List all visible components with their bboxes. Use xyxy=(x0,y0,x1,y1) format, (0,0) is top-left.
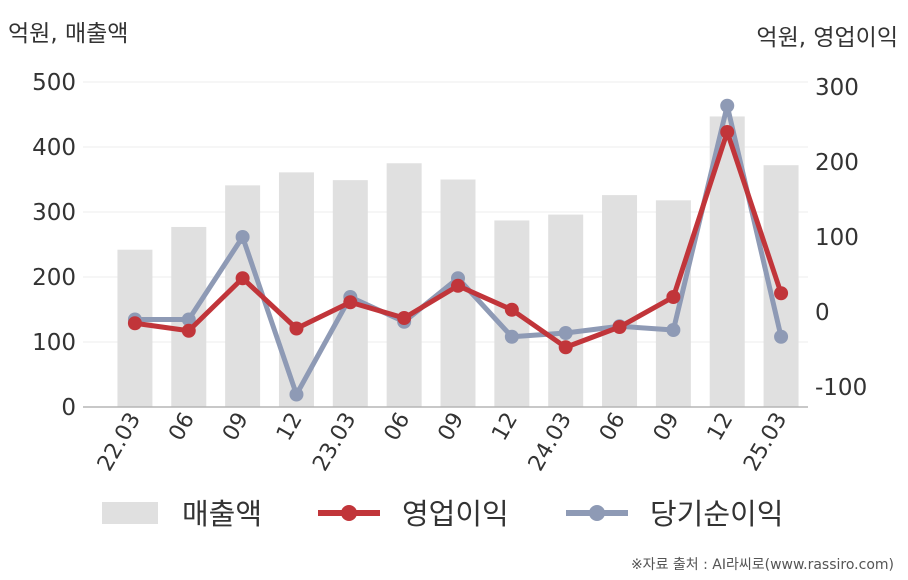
right-axis-unit-label: 억원, 영업이익 xyxy=(756,25,898,51)
bar-revenue xyxy=(602,195,638,407)
y-left-tick-label: 100 xyxy=(32,330,76,356)
x-tick-label: 12 xyxy=(703,409,739,446)
x-tick-label: 22.03 xyxy=(93,409,146,476)
point-net-income xyxy=(720,98,735,113)
point-operating-profit xyxy=(720,125,735,139)
y-right-tick-label: 0 xyxy=(815,300,830,326)
point-operating-profit xyxy=(612,320,627,334)
point-operating-profit xyxy=(397,311,412,325)
point-operating-profit xyxy=(774,286,789,301)
legend-label-operating-profit: 영업이익 xyxy=(402,497,509,531)
point-net-income xyxy=(235,230,250,244)
x-tick-label: 09 xyxy=(434,409,470,446)
legend-label-revenue: 매출액 xyxy=(182,497,262,531)
y-left-tick-label: 0 xyxy=(61,395,76,421)
y-right-tick-label: 200 xyxy=(815,150,859,176)
x-tick-label: 12 xyxy=(487,409,523,446)
legend-swatch-revenue xyxy=(102,502,158,524)
point-operating-profit xyxy=(558,340,573,355)
y-left-tick-label: 500 xyxy=(32,70,76,96)
x-tick-label: 06 xyxy=(164,409,200,446)
bar-revenue xyxy=(548,214,584,407)
point-net-income xyxy=(181,312,196,327)
legend-label-net-income: 당기순이익 xyxy=(650,497,783,531)
point-net-income xyxy=(504,329,519,344)
left-axis-unit-label: 억원, 매출액 xyxy=(8,21,129,47)
point-net-income xyxy=(558,326,573,340)
point-operating-profit xyxy=(343,295,358,310)
point-operating-profit xyxy=(504,302,519,317)
point-net-income xyxy=(289,387,304,402)
x-tick-label: 06 xyxy=(380,409,416,446)
x-tick-label: 25.03 xyxy=(739,409,792,476)
point-operating-profit xyxy=(235,271,250,286)
point-operating-profit xyxy=(181,323,196,338)
x-tick-label: 23.03 xyxy=(308,409,361,476)
point-operating-profit xyxy=(127,316,142,331)
y-right-tick-label: 100 xyxy=(815,225,859,251)
y-right-tick-label: -100 xyxy=(815,375,867,401)
point-operating-profit xyxy=(289,321,304,336)
legend-marker-net-income xyxy=(589,505,605,521)
point-net-income xyxy=(774,329,789,344)
legend-marker-operating-profit xyxy=(341,505,357,521)
y-left-tick-label: 300 xyxy=(32,200,76,226)
x-tick-label: 09 xyxy=(649,409,685,446)
x-tick-label: 09 xyxy=(218,409,254,446)
x-tick-label: 24.03 xyxy=(524,409,577,476)
x-tick-label: 12 xyxy=(272,409,308,446)
point-operating-profit xyxy=(451,278,465,293)
x-tick-label: 06 xyxy=(595,409,631,446)
y-left-tick-label: 200 xyxy=(32,265,76,291)
y-left-tick-label: 400 xyxy=(32,135,76,161)
point-net-income xyxy=(666,323,681,337)
bar-revenue xyxy=(225,185,261,407)
y-right-tick-label: 300 xyxy=(815,75,859,101)
source-note: ※자료 출처 : AI라씨로(www.rassiro.com) xyxy=(630,557,894,573)
point-operating-profit xyxy=(666,290,681,304)
bar-revenue xyxy=(386,163,422,407)
